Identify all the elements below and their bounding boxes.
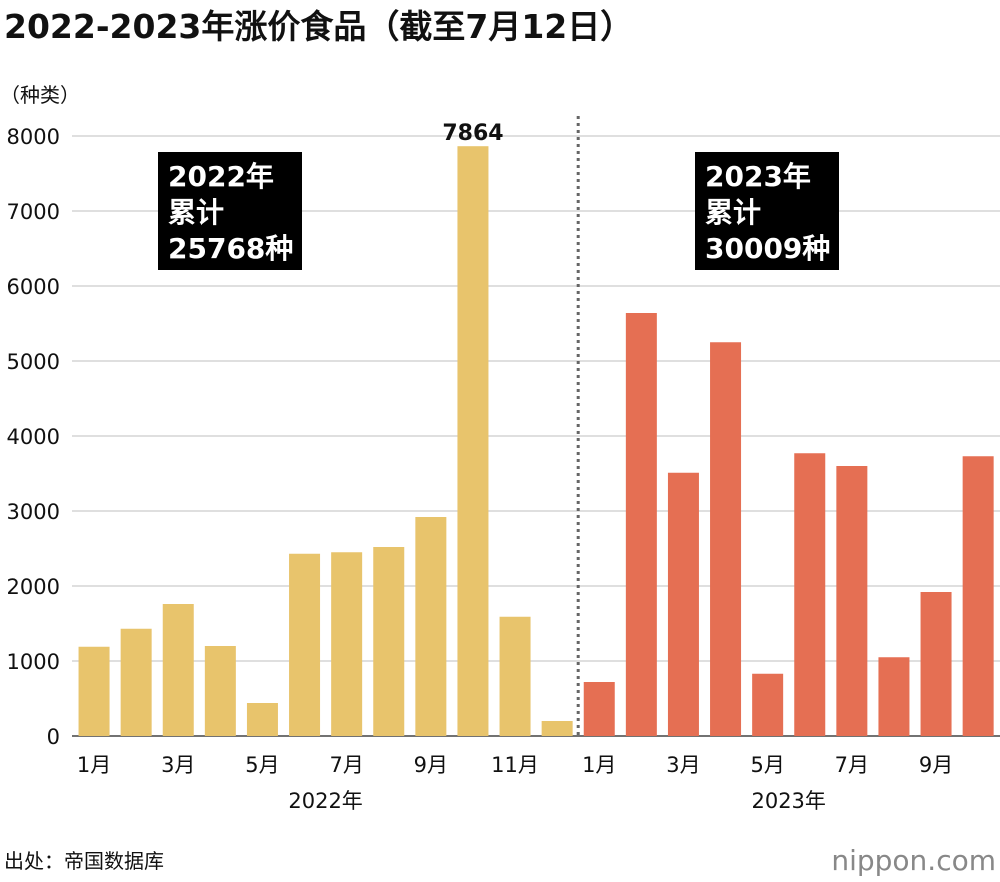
annotation-text: 25768种: [168, 232, 293, 265]
chart-title: 2022-2023年涨价食品（截至7月12日）: [4, 7, 633, 46]
bar: [667, 472, 699, 736]
annotation-text: 30009种: [705, 232, 830, 265]
y-tick-label: 4000: [7, 425, 60, 449]
bar: [289, 553, 321, 736]
y-tick-label: 1000: [7, 650, 60, 674]
x-tick-label: 5月: [750, 753, 784, 777]
brand: nippon.com: [831, 844, 996, 877]
bar: [794, 453, 826, 736]
bar: [710, 342, 742, 736]
bar: [204, 646, 236, 736]
bar: [457, 146, 489, 736]
x-tick-label: 3月: [161, 753, 195, 777]
y-axis-label: （种类）: [0, 83, 80, 107]
x-tick-label: 9月: [919, 753, 953, 777]
annotation-text: 累计: [705, 196, 761, 229]
bar: [120, 628, 152, 736]
bar: [583, 682, 615, 736]
annotation-box: [695, 152, 839, 270]
y-tick-label: 7000: [7, 200, 60, 224]
bar: [78, 646, 110, 736]
bar: [162, 604, 194, 736]
x-tick-label: 5月: [245, 753, 279, 777]
y-tick-label: 0: [47, 725, 60, 749]
bar: [878, 657, 910, 736]
group-label: 2022年: [288, 789, 362, 813]
x-tick-label: 3月: [666, 753, 700, 777]
x-tick-label: 1月: [582, 753, 616, 777]
x-tick-label: 1月: [77, 753, 111, 777]
y-tick-label: 2000: [7, 575, 60, 599]
y-tick-label: 3000: [7, 500, 60, 524]
source: 出处：帝国数据库: [4, 849, 164, 873]
y-tick-label: 8000: [7, 125, 60, 149]
data-label: 7864: [442, 121, 503, 146]
x-tick-label: 7月: [835, 753, 869, 777]
y-tick-label: 5000: [7, 350, 60, 374]
bar: [331, 552, 363, 736]
x-tick-label: 9月: [414, 753, 448, 777]
annotation-box: [158, 152, 302, 270]
bar: [920, 592, 952, 736]
bar: [541, 721, 573, 736]
bar: [752, 673, 784, 736]
bar: [373, 547, 405, 736]
x-tick-label: 7月: [329, 753, 363, 777]
annotation-text: 累计: [168, 196, 224, 229]
annotation-text: 2022年: [168, 160, 274, 193]
bar: [962, 456, 994, 736]
bar: [625, 313, 657, 736]
annotation-text: 2023年: [705, 160, 811, 193]
y-tick-label: 6000: [7, 275, 60, 299]
bar: [415, 517, 447, 736]
group-label: 2023年: [751, 789, 825, 813]
bar: [246, 703, 278, 736]
bar: [836, 466, 868, 736]
x-tick-label: 11月: [491, 753, 539, 777]
bar: [499, 616, 531, 736]
